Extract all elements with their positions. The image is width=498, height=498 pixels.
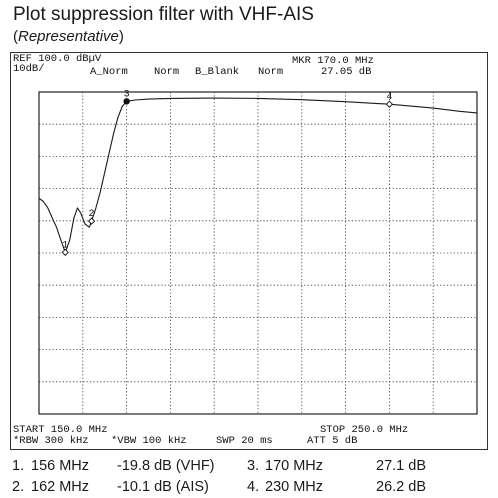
marker-row-2: 2. 162 MHz -10.1 dB (AIS) 4. 230 MHz 26.… [0, 477, 498, 498]
marker-layer: 1 2 3 4 [61, 89, 394, 256]
vbw-setting: *VBW 100 kHz [111, 435, 187, 447]
stop-frequency: STOP 250.0 MHz [320, 424, 409, 436]
trace-b-detector: Norm [258, 66, 284, 78]
subtitle-paren-open: ( [13, 28, 18, 45]
marker-4-value: 26.2 dB [376, 479, 426, 495]
marker-level: 27.05 dB [321, 66, 372, 78]
marker-4-label: 4 [386, 92, 392, 103]
start-frequency: START 150.0 MHz [13, 424, 108, 436]
subtitle-representative: Representative [18, 28, 119, 45]
rbw-setting: *RBW 300 kHz [13, 435, 89, 447]
marker-1-number: 1. [12, 458, 25, 474]
marker-3-value: 27.1 dB [376, 458, 426, 474]
trace-a-detector: Norm [154, 66, 180, 78]
spectrum-trace [38, 97, 478, 253]
marker-2-frequency: 162 MHz [31, 479, 90, 495]
graticule [38, 91, 478, 415]
marker-frequency: MKR 170.0 MHz [292, 55, 374, 67]
subtitle-paren-close: ) [118, 28, 124, 45]
spectrum-plot: 1 2 3 4 [38, 89, 478, 415]
marker-3-point [123, 98, 130, 105]
marker-table: 1. 156 MHz -19.8 dB (VHF) 3. 170 MHz 27.… [0, 456, 498, 498]
marker-2-value: -10.1 dB (AIS) [117, 479, 209, 495]
chart-title: Plot suppression filter with VHF-AIS [13, 4, 314, 25]
marker-1-frequency: 156 MHz [31, 458, 90, 474]
marker-1-label: 1 [62, 240, 68, 251]
marker-3-number: 3. [247, 458, 260, 474]
marker-2-point [87, 217, 96, 225]
marker-1-point [61, 248, 69, 256]
marker-4-point [385, 100, 394, 108]
chart-subtitle: (Representative) [13, 28, 124, 46]
marker-row-1: 1. 156 MHz -19.8 dB (VHF) 3. 170 MHz 27.… [0, 456, 498, 477]
scale-label: 10dB/ [13, 63, 45, 75]
trace-b-mode: B_Blank [195, 66, 240, 78]
marker-4-frequency: 230 MHz [265, 479, 324, 495]
marker-2-number: 2. [12, 479, 25, 495]
trace-a-mode: A_Norm [90, 66, 128, 78]
trace-layer [38, 97, 478, 253]
ref-level: REF 100.0 dBµV [13, 53, 102, 65]
sweep-time: SWP 20 ms [216, 435, 273, 447]
marker-1-value: -19.8 dB (VHF) [117, 458, 215, 474]
marker-3-frequency: 170 MHz [265, 458, 324, 474]
attenuation: ATT 5 dB [307, 435, 358, 447]
marker-3-label: 3 [124, 89, 130, 100]
marker-4-number: 4. [247, 479, 260, 495]
marker-2-label: 2 [89, 209, 95, 220]
analyzer-screen: REF 100.0 dBµV 10dB/ A_Norm Norm B_Blank… [10, 52, 488, 450]
